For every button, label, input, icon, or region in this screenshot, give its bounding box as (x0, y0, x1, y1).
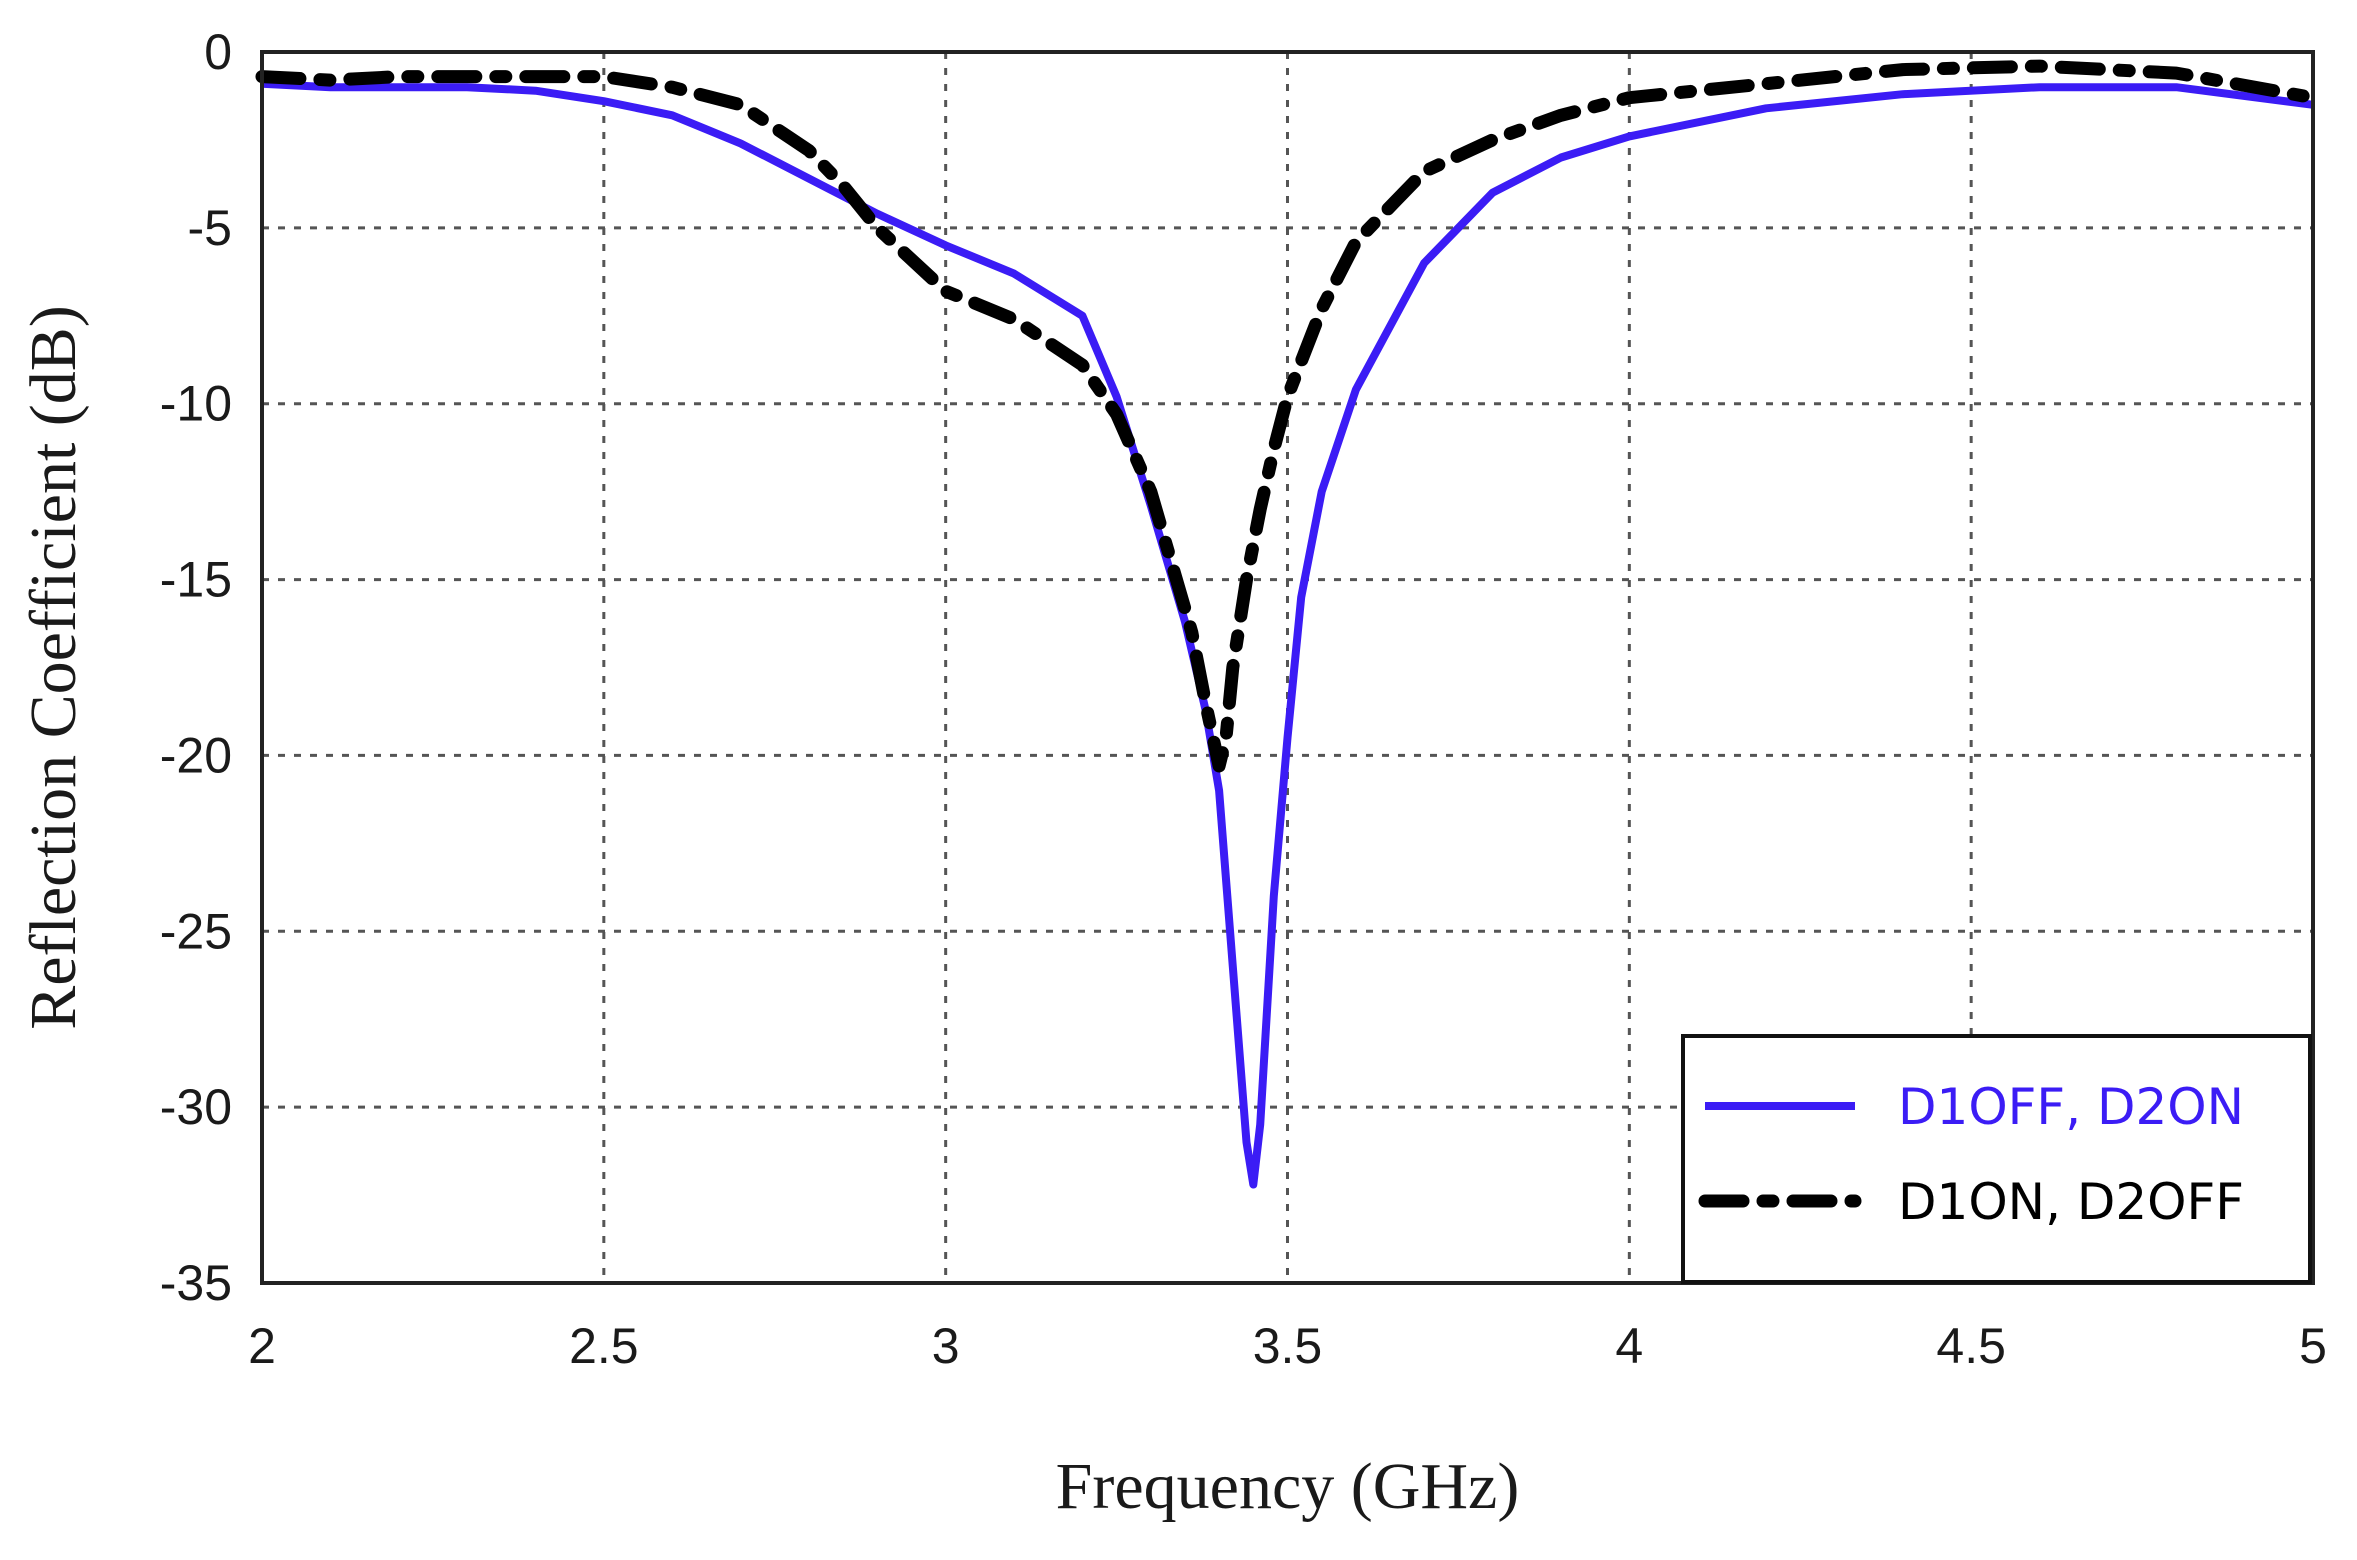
x-tick-label-3-5: 3.5 (1253, 1318, 1323, 1374)
x-tick-label-4-5: 4.5 (1936, 1318, 2006, 1374)
y-tick-label-35: -35 (160, 1255, 232, 1311)
plot-area-frame (260, 50, 2315, 1285)
y-tick-label-10: -10 (160, 376, 232, 432)
y-tick-label-5: -5 (188, 200, 232, 256)
legend-label-d1off-d2on: D1OFF, D2ON (1898, 1078, 2244, 1136)
series-line-d1off-d2on (261, 79, 2314, 1189)
legend-box (1681, 1034, 2312, 1284)
y-tick-label-0: 0 (204, 24, 232, 80)
plot-series (255, 59, 2320, 1189)
x-tick-label-2-5: 2.5 (569, 1318, 639, 1374)
y-tick-label-20: -20 (160, 727, 232, 783)
y-axis-title: Reflection Coefficient (dB) (17, 305, 90, 1030)
x-tick-label-2: 2 (248, 1318, 276, 1374)
y-tick-label-25: -25 (160, 903, 232, 959)
axis-ticks: 2 2.5 3 3.5 4 4.5 5 0 -5 -10 -15 -20 -25 -30 -35 (160, 24, 2327, 1374)
x-tick-label-5: 5 (2299, 1318, 2327, 1374)
legend-label-d1on-d2off: D1ON, D2OFF (1898, 1173, 2244, 1231)
y-tick-label-30: -30 (160, 1079, 232, 1135)
series-line-d1on-d2off (255, 59, 2320, 773)
x-tick-label-3: 3 (932, 1318, 960, 1374)
y-tick-label-15: -15 (160, 552, 232, 608)
x-tick-label-4: 4 (1615, 1318, 1643, 1374)
legend: D1OFF, D2ON D1ON, D2OFF (1681, 1034, 2312, 1284)
x-axis-title: Frequency (GHz) (1056, 1450, 1520, 1523)
